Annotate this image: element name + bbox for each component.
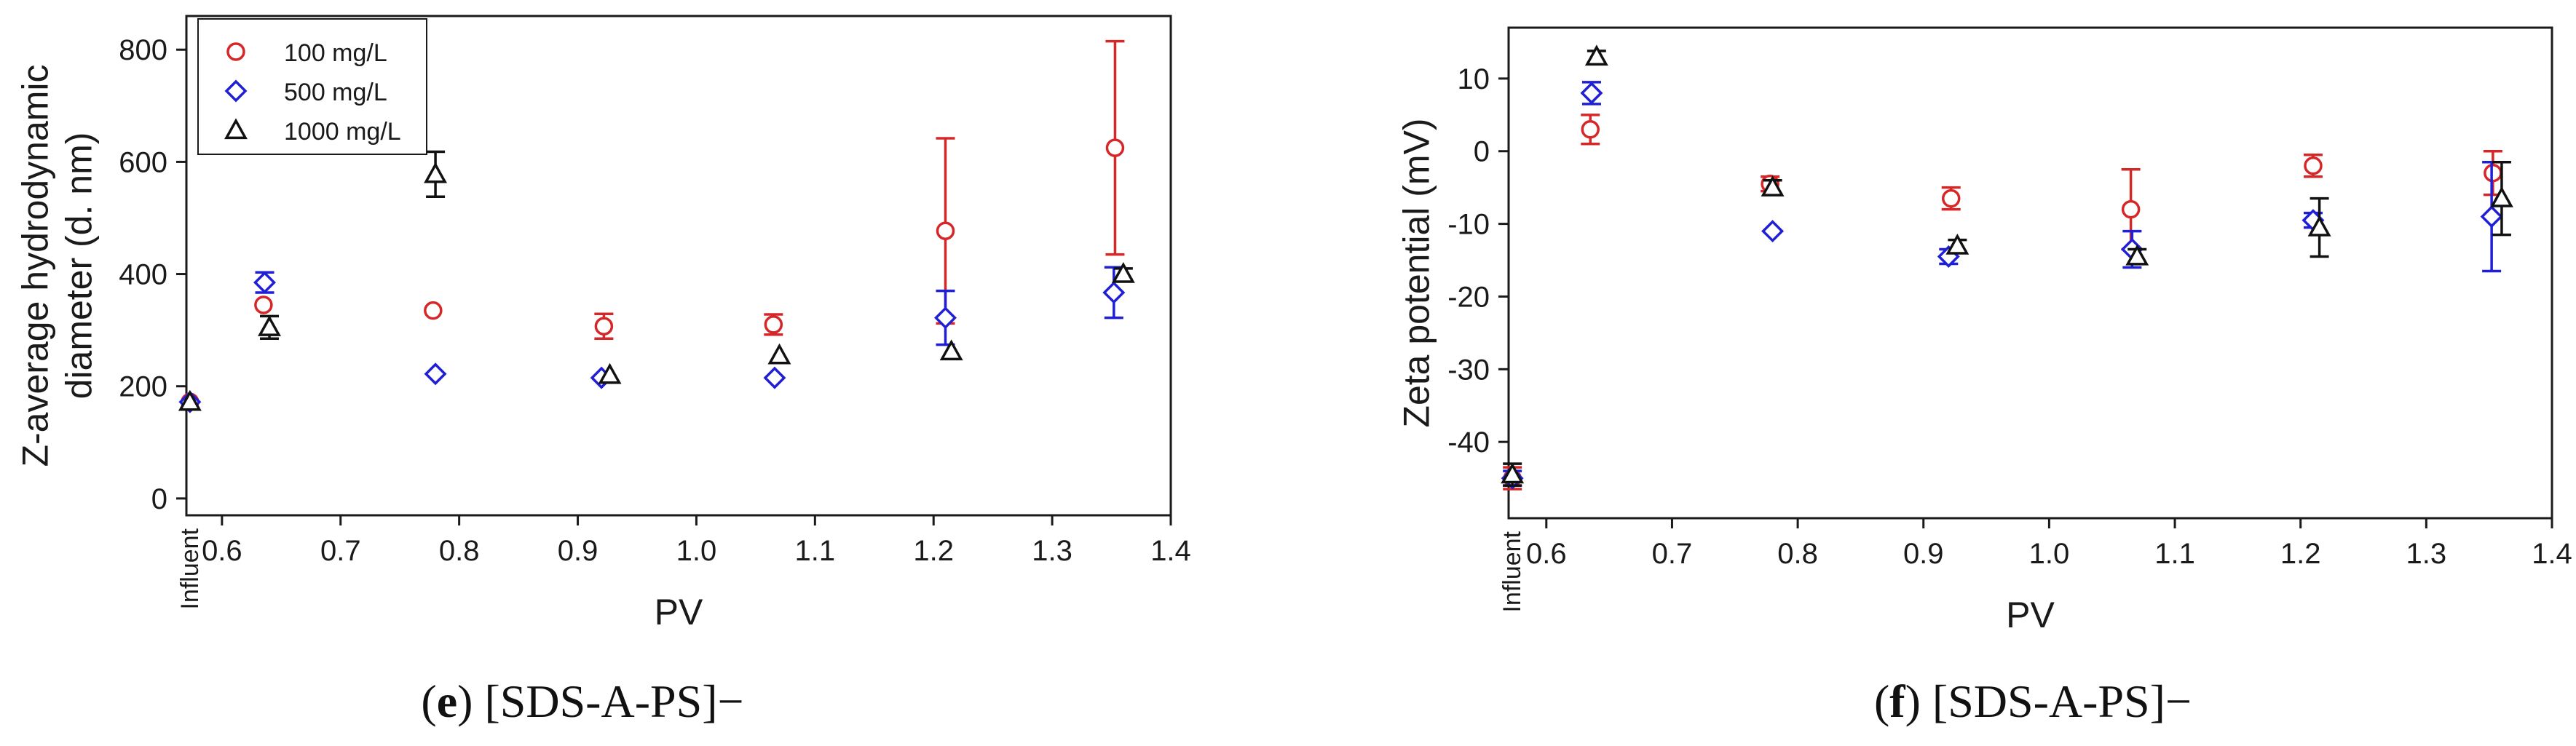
panel-e: 0.6 0.7 0.8 0.9 1.0 1.1 1.2 1.3 1.4 0 200 400 600 800… [15, 15, 1191, 727]
data-point [2121, 199, 2141, 219]
data-point [594, 317, 614, 336]
x-tick-label: 1.3 [1032, 535, 1072, 567]
caption-letter: e [437, 675, 457, 727]
x-tick-label: 0.8 [1777, 538, 1818, 570]
y-tick-label: 800 [119, 34, 167, 66]
y-axis-label: diameter (d. nm) [59, 132, 100, 400]
data-point [1761, 175, 1785, 197]
x-tick-label: 1.0 [676, 535, 717, 567]
legend-label: 100 mg/L [284, 39, 387, 67]
x-tick-label: 1.1 [2154, 538, 2195, 570]
legend-label: 1000 mg/L [284, 118, 401, 146]
x-tick-label: 0.9 [558, 535, 598, 567]
x-tick-label: 0.6 [202, 535, 242, 567]
data-point [1501, 462, 1525, 484]
x-tick-label: 0.9 [1903, 538, 1944, 570]
y-tick-label: -30 [1447, 354, 1490, 386]
data-point [1941, 189, 1961, 208]
x-tick-label: 1.0 [2029, 538, 2070, 570]
data-point [934, 306, 957, 330]
y-tick-label: 0 [1474, 136, 1490, 168]
data-point [253, 271, 276, 294]
data-point [1581, 120, 1600, 139]
x-tick-label: 1.4 [2532, 538, 2572, 570]
x-tick-label: 0.6 [1526, 538, 1567, 570]
data-point [939, 339, 963, 361]
data-point [936, 221, 955, 240]
data-point [2125, 244, 2149, 266]
y-tick-label: 600 [119, 146, 167, 178]
data-point [258, 315, 281, 336]
data-point [2307, 215, 2331, 237]
data-point [424, 362, 447, 386]
y-tick-label: -40 [1447, 426, 1490, 459]
data-point [1945, 233, 1969, 255]
legend-marker [226, 42, 245, 61]
plot-frame [185, 15, 1172, 517]
legend-marker [224, 79, 248, 103]
data-point [254, 295, 273, 314]
caption-text: ) [SDS-A-PS]− [457, 675, 743, 727]
data-point [1111, 261, 1135, 283]
data-point [2489, 186, 2513, 207]
y-axis-label: Z-average hydrodynamic [15, 64, 56, 467]
x-axis-label: PV [655, 592, 703, 632]
plot-frame [1507, 26, 2553, 520]
y-tick-label: 0 [151, 483, 167, 515]
y-axis-label: Zeta potential (mV) [1396, 118, 1437, 427]
x-tick-label: 0.7 [1652, 538, 1693, 570]
x-tick-label: 1.3 [2406, 538, 2447, 570]
x-axis-label: PV [2006, 595, 2055, 635]
x-tick-label: 0.7 [320, 535, 361, 567]
data-point [763, 366, 786, 389]
data-point [767, 343, 791, 365]
y-tick-label: 400 [119, 259, 167, 291]
data-point [2304, 156, 2323, 175]
influent-label: Influent [1498, 531, 1526, 612]
figure-caption: (e) [SDS-A-PS]− [421, 675, 743, 727]
data-point [1584, 44, 1608, 66]
legend-label: 500 mg/L [284, 79, 387, 106]
data-point [178, 389, 202, 411]
data-point [424, 301, 443, 320]
data-point [598, 362, 622, 384]
x-tick-label: 1.2 [2280, 538, 2321, 570]
data-point [1102, 281, 1126, 304]
x-tick-label: 1.4 [1150, 535, 1191, 567]
caption-paren: ( [421, 675, 436, 727]
data-point [2480, 205, 2503, 229]
panel-f: 0.6 0.7 0.8 0.9 1.0 1.1 1.2 1.3 1.4 -40 -30 -20 -10 0… [1396, 26, 2572, 727]
figure-caption: (f) [SDS-A-PS]− [1874, 675, 2192, 727]
x-tick-label: 1.1 [795, 535, 836, 567]
legend-marker [224, 118, 248, 140]
x-tick-label: 0.8 [439, 535, 480, 567]
x-tick-label: 1.2 [913, 535, 954, 567]
caption-letter: f [1889, 675, 1905, 727]
y-tick-label: 10 [1458, 63, 1490, 95]
data-point [764, 315, 783, 334]
caption-text: ) [SDS-A-PS]− [1905, 675, 2192, 727]
y-tick-label: 200 [119, 371, 167, 403]
influent-label: Influent [176, 528, 204, 609]
data-point [1105, 138, 1125, 157]
data-point [1580, 82, 1603, 105]
caption-paren: ( [1874, 675, 1889, 727]
y-tick-label: -10 [1447, 209, 1490, 241]
data-point [1761, 220, 1785, 243]
data-point [424, 162, 448, 183]
y-tick-label: -20 [1447, 281, 1490, 313]
